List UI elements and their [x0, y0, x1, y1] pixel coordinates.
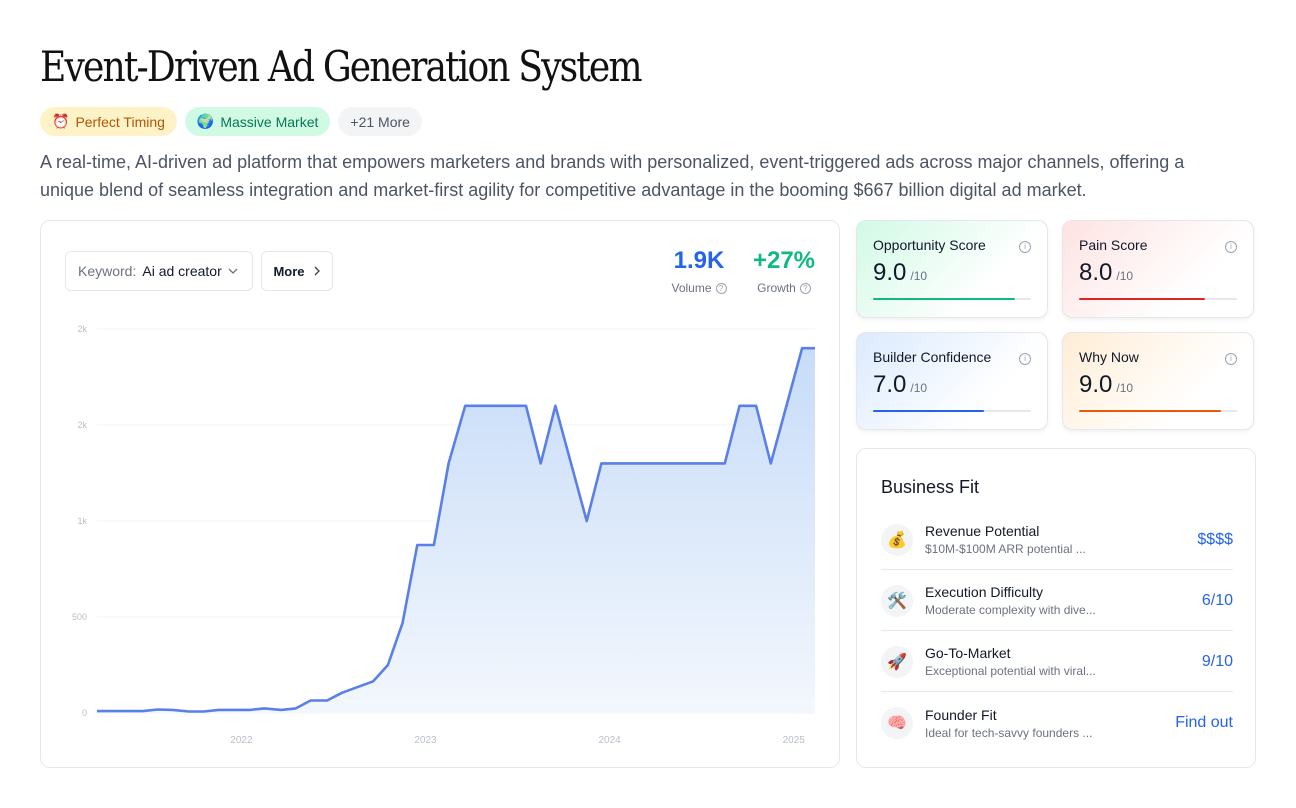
y-tick-label: 2k: [77, 420, 87, 430]
chevron-down-icon: [228, 268, 238, 274]
tag-perfect-timing[interactable]: ⏰ Perfect Timing: [40, 107, 177, 136]
score-title: Opportunity Score: [873, 237, 986, 253]
score-bar: [873, 298, 1031, 300]
page-title: Event-Driven Ad Generation System: [40, 42, 643, 91]
info-icon[interactable]: i: [1225, 353, 1237, 365]
more-button[interactable]: More: [261, 251, 333, 291]
tag-label: Massive Market: [220, 113, 319, 130]
trend-chart: 0 500 1k 2k 2k 2022 2023 2024 2025: [72, 324, 815, 746]
volume-value: 1.9K: [673, 247, 725, 274]
info-icon[interactable]: i: [1019, 353, 1031, 365]
business-fit-row-founder[interactable]: 🧠 Founder Fit Ideal for tech-savvy founde…: [881, 693, 1233, 753]
find-out-link[interactable]: Find out: [1175, 714, 1233, 731]
business-fit-card: Business Fit 💰 Revenue Potential $10M-$10…: [856, 448, 1256, 768]
tools-icon: 🛠️: [881, 584, 913, 617]
y-tick-label: 500: [72, 612, 87, 622]
info-icon[interactable]: i: [1225, 241, 1237, 253]
business-fit-row-revenue[interactable]: 💰 Revenue Potential $10M-$100M ARR potent…: [881, 510, 1233, 570]
help-icon[interactable]: ?: [715, 282, 727, 294]
brain-icon: 🧠: [881, 707, 913, 739]
alarm-clock-icon: ⏰: [52, 113, 70, 129]
keyword-select[interactable]: Keyword: Ai ad creator: [65, 251, 253, 291]
score-value: 9.0/10: [873, 259, 928, 286]
score-title: Pain Score: [1079, 237, 1148, 253]
row-name: Go-To-Market: [925, 645, 1011, 661]
row-subtitle: Exceptional potential with viral...: [925, 664, 1096, 678]
series-area: [97, 348, 815, 713]
score-value: 7.0/10: [873, 371, 928, 398]
opportunity-score-card: Opportunity Score 9.0/10 i: [856, 220, 1048, 318]
tag-more[interactable]: +21 More: [338, 107, 422, 136]
tag-label: +21 More: [350, 113, 410, 130]
score-bar: [1079, 410, 1237, 412]
keyword-value: Ai ad creator: [142, 263, 222, 279]
row-value: $$$$: [1197, 530, 1233, 548]
page-description: A real-time, AI-driven ad platform that …: [40, 152, 1185, 200]
x-tick-label: 2025: [783, 735, 806, 746]
score-value: 8.0/10: [1079, 259, 1134, 286]
volume-metric: 1.9K Volume?: [669, 245, 729, 295]
row-subtitle: $10M-$100M ARR potential ...: [925, 542, 1086, 556]
keyword-label: Keyword:: [78, 263, 137, 279]
volume-label: Volume: [671, 281, 712, 295]
help-icon[interactable]: ?: [799, 282, 811, 294]
row-value: 6/10: [1201, 591, 1233, 609]
row-name: Revenue Potential: [925, 523, 1040, 539]
score-title: Builder Confidence: [873, 349, 992, 365]
business-fit-row-gtm[interactable]: 🚀 Go-To-Market Exceptional potential with…: [881, 632, 1233, 692]
globe-icon: 🌍: [196, 113, 215, 129]
score-title: Why Now: [1079, 349, 1139, 365]
row-name: Founder Fit: [925, 706, 997, 723]
x-tick-label: 2024: [598, 735, 621, 746]
score-value: 9.0/10: [1079, 371, 1134, 398]
chevron-right-icon: [314, 266, 320, 276]
growth-metric: +27% Growth?: [749, 245, 819, 295]
pain-score-card: Pain Score 8.0/10 i: [1062, 220, 1254, 318]
y-tick-label: 2k: [77, 324, 87, 334]
score-bar: [1079, 298, 1237, 300]
y-tick-label: 1k: [77, 516, 87, 526]
x-tick-label: 2023: [414, 735, 437, 746]
row-subtitle: Moderate complexity with dive...: [925, 603, 1096, 617]
growth-value: +27%: [752, 247, 816, 274]
more-label: More: [273, 263, 305, 279]
row-value: 9/10: [1201, 652, 1233, 670]
tag-list: ⏰ Perfect Timing 🌍 Massive Market +21 Mo…: [40, 107, 422, 136]
trend-chart-card: Keyword: Ai ad creator More 1.9K Volume?…: [40, 220, 840, 768]
tag-label: Perfect Timing: [75, 113, 165, 130]
business-fit-row-execution[interactable]: 🛠️ Execution Difficulty Moderate complexi…: [881, 571, 1233, 631]
business-fit-title: Business Fit: [881, 477, 980, 497]
rocket-icon: 🚀: [881, 645, 913, 678]
why-now-card: Why Now 9.0/10 i: [1062, 332, 1254, 430]
series-line: [97, 346, 815, 713]
growth-label: Growth: [757, 281, 796, 295]
y-tick-label: 0: [82, 708, 87, 718]
row-name: Execution Difficulty: [925, 584, 1044, 600]
tag-massive-market[interactable]: 🌍 Massive Market: [184, 107, 331, 136]
info-icon[interactable]: i: [1019, 241, 1031, 253]
row-subtitle: Ideal for tech-savvy founders ...: [925, 725, 1093, 740]
score-bar: [873, 410, 1031, 412]
money-bag-icon: 💰: [881, 523, 913, 556]
x-tick-label: 2022: [230, 735, 253, 746]
builder-confidence-card: Builder Confidence 7.0/10 i: [856, 332, 1048, 430]
